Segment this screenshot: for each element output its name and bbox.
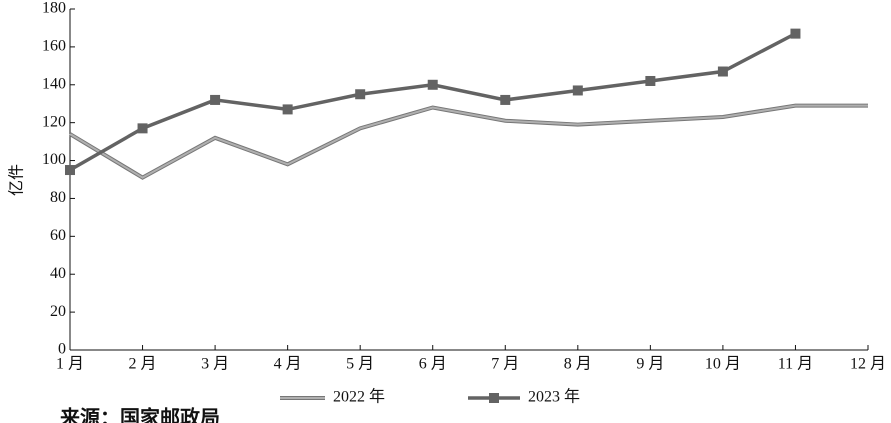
x-tick-label: 10 月 bbox=[705, 356, 741, 373]
x-tick-label: 9 月 bbox=[636, 356, 664, 373]
x-tick-label: 7 月 bbox=[491, 356, 519, 373]
point-marker bbox=[500, 94, 511, 105]
point-marker bbox=[137, 123, 148, 134]
point-marker bbox=[717, 66, 728, 77]
x-tick-label: 12 月 bbox=[850, 356, 886, 373]
point-marker bbox=[572, 85, 583, 96]
legend-marker bbox=[489, 393, 499, 403]
point-marker bbox=[645, 75, 656, 86]
y-tick-label: 40 bbox=[50, 265, 66, 282]
x-tick-label: 3 月 bbox=[201, 356, 229, 373]
legend-label: 2022 年 bbox=[333, 388, 385, 406]
series-line bbox=[69, 32, 797, 172]
series-outline bbox=[68, 103, 868, 180]
x-tick-label: 5 月 bbox=[346, 356, 374, 373]
y-tick-label: 120 bbox=[42, 113, 66, 130]
y-tick-label: 160 bbox=[42, 38, 66, 55]
x-tick-label: 2 月 bbox=[129, 356, 157, 373]
y-tick-label: 80 bbox=[50, 189, 66, 206]
y-tick-label: 60 bbox=[50, 227, 66, 244]
y-tick-label: 180 bbox=[42, 0, 66, 17]
y-tick-label: 140 bbox=[42, 75, 66, 92]
point-marker bbox=[355, 89, 366, 100]
source-note: 来源：国家邮政局 bbox=[59, 406, 220, 423]
point-marker bbox=[282, 104, 293, 115]
x-tick-label: 1 月 bbox=[56, 356, 84, 373]
point-marker bbox=[210, 94, 221, 105]
point-marker bbox=[65, 165, 75, 176]
x-tick-label: 6 月 bbox=[419, 356, 447, 373]
y-tick-label: 0 bbox=[58, 341, 66, 358]
y-axis-label: 亿件 bbox=[8, 164, 26, 196]
point-marker bbox=[427, 79, 438, 90]
y-tick-label: 20 bbox=[50, 303, 66, 320]
series-line bbox=[69, 104, 868, 179]
x-tick-label: 11 月 bbox=[778, 356, 813, 373]
y-tick-label: 100 bbox=[42, 151, 66, 168]
legend-label: 2023 年 bbox=[528, 388, 580, 406]
point-marker bbox=[790, 28, 801, 39]
x-tick-label: 4 月 bbox=[274, 356, 302, 373]
x-tick-label: 8 月 bbox=[564, 356, 592, 373]
